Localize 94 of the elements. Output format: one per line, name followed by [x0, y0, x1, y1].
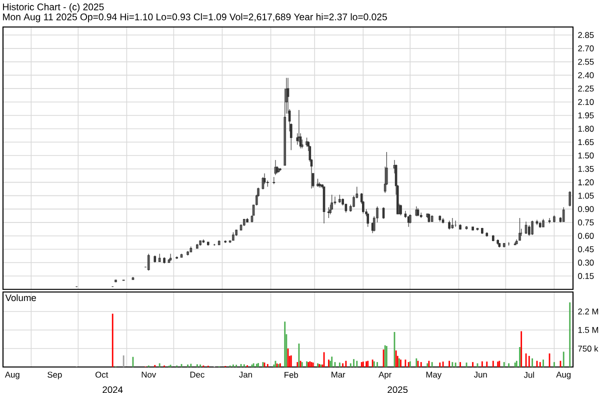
candlestick [472, 226, 474, 231]
candlestick [199, 240, 202, 246]
y-tick-label: 1.05 [578, 192, 594, 199]
candlestick [536, 219, 538, 226]
y-tick-label: 1.20 [578, 179, 594, 186]
y-tick-label: 0.45 [578, 246, 594, 252]
y-tick-label: 2.70 [578, 45, 594, 52]
x-tick-label: May [426, 372, 442, 380]
text: 2024 [102, 386, 123, 393]
candlestick [274, 160, 277, 176]
candlestick [562, 206, 565, 222]
candlestick [438, 215, 442, 222]
candlestick [132, 276, 134, 280]
chart-subtitle: Mon Aug 11 2025 Op=0.94 Hi=1.10 Lo=0.93 Cl=1.09 Vol=2,617,689 Year hi=2.37 lo=0.025 [3, 13, 387, 22]
candlestick [459, 224, 462, 230]
y-tick-label: 0.90 [578, 206, 594, 212]
chart-title: Volume [5, 294, 36, 302]
candlestick [366, 213, 370, 228]
candlestick [448, 220, 450, 230]
candlestick [279, 168, 282, 171]
y-tick-label: 2.85 [578, 32, 594, 38]
candlestick [190, 246, 192, 252]
candlestick [492, 234, 494, 242]
candlestick [228, 240, 232, 244]
y-tick-label: 0.15 [578, 273, 594, 279]
candlestick [548, 218, 551, 224]
x-tick-label: Nov [142, 372, 156, 378]
candlestick [154, 255, 156, 263]
candlestick [502, 242, 506, 248]
y-tick-label: 2.25 [578, 86, 594, 92]
candlestick [169, 253, 172, 262]
candlestick [202, 239, 205, 244]
y-tick-label: 1.5 M [578, 327, 598, 333]
candlestick [538, 221, 542, 228]
candlestick [186, 250, 189, 256]
candlestick [518, 218, 521, 241]
text: 2025 [388, 386, 408, 393]
candlestick [206, 242, 210, 246]
candlestick [176, 256, 178, 260]
candlestick [430, 215, 434, 222]
candlestick [531, 220, 534, 236]
candlestick [246, 218, 248, 223]
x-tick-label: Feb [284, 372, 298, 378]
x-tick-label: Jul [524, 372, 534, 378]
y-tick-label: 0.75 [578, 219, 594, 226]
chart-title: Historic Chart - (c) 2025 [3, 3, 104, 12]
candlestick [338, 194, 341, 204]
y-tick-label: 2.55 [578, 58, 594, 65]
x-tick-label: Sep [48, 372, 62, 380]
candlestick [235, 229, 238, 236]
x-tick-label: Dec [190, 372, 204, 378]
candlestick [114, 279, 117, 283]
y-tick-label: 1.35 [578, 166, 594, 172]
candlestick [272, 176, 276, 184]
candlestick [451, 218, 454, 230]
candlestick [496, 239, 499, 246]
x-tick-label: Jun [474, 372, 487, 378]
y-tick-label: 1.65 [578, 139, 594, 146]
x-tick-label: Mar [332, 372, 346, 378]
x-tick-label: Jan [239, 372, 252, 378]
candlestick [232, 232, 234, 241]
y-tick-label: 2.2 M [578, 308, 598, 314]
y-tick-label: 1.50 [578, 152, 594, 158]
candlestick [454, 220, 457, 228]
candlestick [542, 218, 544, 228]
x-tick-label: Aug [4, 372, 20, 380]
candlestick [465, 226, 468, 230]
candlestick [163, 256, 166, 264]
candlestick [528, 224, 530, 236]
y-tick-label: 0.60 [578, 232, 594, 239]
y-tick-label: 1.80 [578, 126, 594, 132]
y-tick-label: 0.30 [578, 260, 594, 266]
x-tick-label: Aug [556, 372, 571, 380]
x-tick-label: Apr [378, 372, 392, 380]
candlestick [476, 228, 479, 231]
y-tick-label: 2.40 [578, 72, 594, 78]
candlestick [147, 253, 150, 271]
candlestick [486, 232, 488, 238]
y-tick-label: 2.10 [578, 98, 594, 105]
y-tick-label: 1.95 [578, 112, 594, 118]
x-tick-label: Oct [96, 372, 108, 378]
candlestick [242, 218, 246, 226]
candlestick [568, 190, 572, 207]
candlestick [442, 218, 444, 224]
candlestick [553, 215, 556, 223]
candlestick [196, 244, 198, 249]
candlestick [224, 240, 227, 244]
candlestick [481, 228, 484, 234]
candlestick [514, 242, 516, 246]
candlestick [420, 212, 422, 218]
y-tick-label: 750 k [578, 345, 598, 352]
candlestick [498, 242, 501, 248]
candlestick [218, 240, 220, 246]
candlestick [158, 253, 161, 262]
